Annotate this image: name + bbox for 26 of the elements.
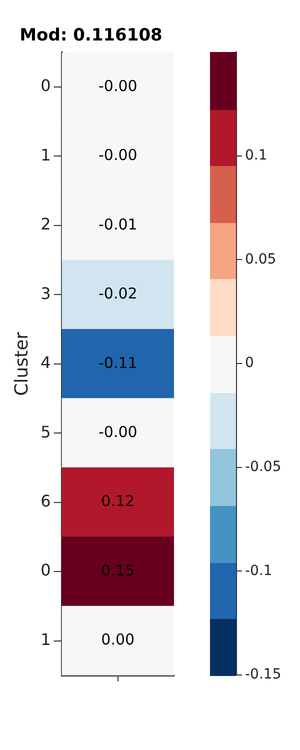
y-tick-label: 1	[40, 630, 51, 649]
color-bar-label: 0.1	[245, 148, 268, 164]
y-tick-label: 5	[40, 422, 51, 442]
y-tick-label: 6	[40, 492, 51, 510]
data-label: -0.00	[98, 76, 138, 95]
color-bar-label: -0.05	[245, 459, 282, 476]
data-label: 0.00	[101, 630, 135, 649]
color-bar-label: -0.15	[245, 667, 282, 684]
y-tick-label: 3	[40, 284, 51, 303]
y-tick-label: 4	[40, 353, 51, 372]
data-label: -0.00	[98, 423, 138, 442]
data-label: -0.01	[98, 215, 138, 234]
data-label: 0.15	[101, 561, 135, 580]
color-bar-label: 0	[245, 356, 254, 372]
data-label: -0.02	[98, 284, 138, 303]
data-label: 0.12	[101, 492, 135, 510]
color-bar-label: -0.1	[245, 563, 272, 580]
y-tick-label: 0	[40, 76, 51, 96]
y-tick-label: 0	[40, 560, 51, 580]
y-tick-label: 1	[40, 145, 51, 164]
chart-title: Mod: 0.116108	[20, 26, 162, 46]
data-label: -0.11	[98, 354, 138, 372]
y-axis-title: Cluster	[11, 331, 32, 396]
data-label: -0.00	[98, 146, 138, 164]
color-bar-label: 0.05	[245, 252, 276, 268]
y-tick-label: 2	[40, 214, 51, 234]
